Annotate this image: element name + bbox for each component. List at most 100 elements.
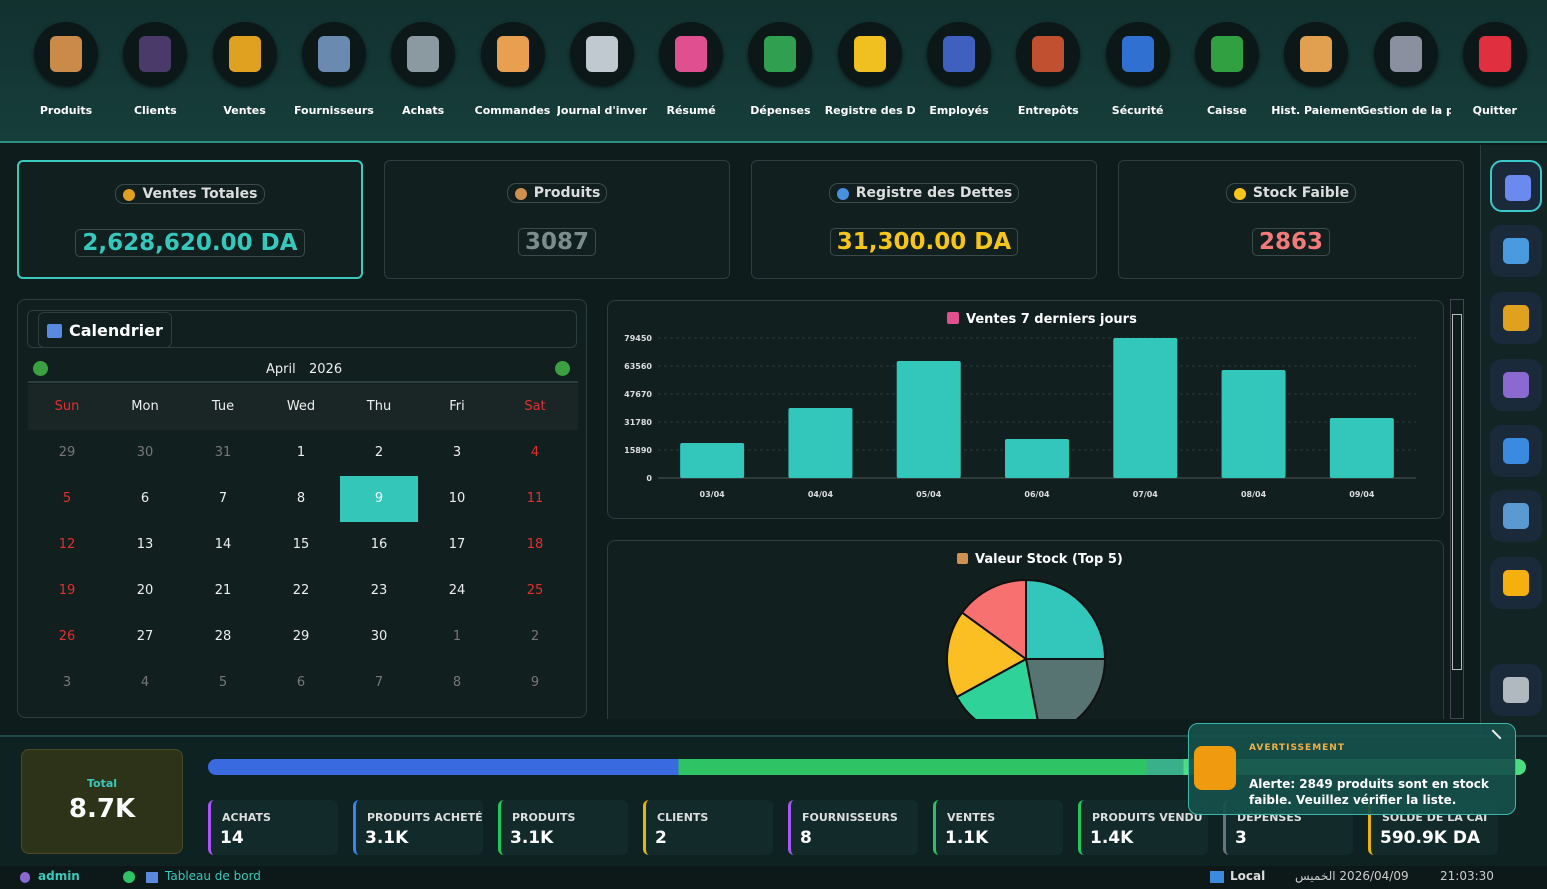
year[interactable]: 2026	[309, 362, 343, 377]
sidebar-icon	[1503, 372, 1529, 398]
toolbar-button[interactable]	[301, 22, 366, 86]
day-cell[interactable]: 8	[296, 491, 306, 506]
day-cell[interactable]: 2	[374, 445, 384, 460]
day-cell[interactable]: 25	[526, 583, 544, 598]
day-cell[interactable]: 6	[296, 675, 306, 690]
day-cell[interactable]: 27	[136, 629, 154, 644]
day-cell[interactable]: 16	[370, 537, 388, 552]
summary-card-value: 3.1K	[510, 828, 554, 848]
day-cell[interactable]: 17	[448, 537, 466, 552]
toolbar-button[interactable]	[123, 22, 188, 86]
toolbar-label[interactable]: Sécurité	[1111, 104, 1164, 117]
day-cell[interactable]: 8	[452, 675, 462, 690]
toolbar-button[interactable]	[480, 22, 545, 86]
day-cell[interactable]: 28	[214, 629, 232, 644]
day-cell[interactable]: 19	[58, 583, 76, 598]
day-cell[interactable]: 6	[140, 491, 150, 506]
toolbar-button[interactable]	[34, 22, 98, 86]
day-cell[interactable]: 22	[292, 583, 310, 598]
day-cell[interactable]: 13	[136, 537, 154, 552]
toolbar-label[interactable]: Gestion de la produ	[1360, 104, 1451, 117]
day-cell[interactable]: 23	[370, 583, 388, 598]
day-cell[interactable]: 14	[214, 537, 232, 552]
day-cell[interactable]: 1	[452, 629, 462, 644]
month[interactable]: April	[266, 362, 296, 377]
day-cell[interactable]: 3	[62, 675, 72, 690]
day-cell[interactable]: 29	[292, 629, 310, 644]
day-cell[interactable]: 5	[62, 491, 72, 506]
toolbar-label[interactable]: Dépenses	[750, 104, 811, 117]
prev-month[interactable]	[33, 361, 48, 376]
day-cell[interactable]: 11	[526, 491, 544, 506]
toolbar-button[interactable]	[748, 22, 813, 86]
day-cell[interactable]: 5	[218, 675, 228, 690]
toolbar-button[interactable]	[1284, 22, 1349, 86]
toolbar-button[interactable]	[837, 22, 902, 86]
pie-slice	[1025, 578, 1107, 660]
toolbar-label[interactable]: Quitter	[1472, 104, 1517, 117]
toolbar-button[interactable]	[927, 22, 991, 86]
day-cell[interactable]: 1	[296, 445, 306, 460]
toolbar-button[interactable]	[1373, 22, 1438, 86]
sidebar-button[interactable]	[1490, 664, 1542, 716]
day-cell[interactable]: 24	[448, 583, 466, 598]
sidebar-button[interactable]	[1490, 557, 1542, 609]
toolbar-button[interactable]	[659, 22, 724, 86]
toolbar-button[interactable]	[391, 22, 456, 86]
toolbar-button[interactable]	[212, 22, 277, 86]
sidebar-button[interactable]	[1490, 160, 1542, 212]
notification-close[interactable]	[1484, 729, 1502, 747]
day-cell[interactable]: 4	[530, 445, 540, 460]
day-cell[interactable]: 18	[526, 537, 544, 552]
sidebar-icon	[1503, 570, 1529, 596]
sidebar-button[interactable]	[1490, 490, 1542, 542]
toolbar-label[interactable]: Registre des Dette	[824, 104, 915, 117]
day-cell[interactable]: 30	[136, 445, 154, 460]
day-cell[interactable]: 10	[448, 491, 466, 506]
toolbar-label[interactable]: Journal d'inventa	[556, 104, 647, 117]
toolbar-label[interactable]: Clients	[133, 104, 177, 117]
day-cell[interactable]: 20	[136, 583, 154, 598]
day-cell[interactable]: 9	[530, 675, 540, 690]
toolbar-label[interactable]: Produits	[39, 104, 93, 117]
sidebar-button[interactable]	[1490, 292, 1542, 344]
next-month[interactable]	[555, 361, 570, 376]
day-cell[interactable]: 15	[292, 537, 310, 552]
chart-title: Ventes 7 derniers jours	[966, 312, 1137, 327]
summary-card: PRODUITS VENDU 1.4K	[1078, 800, 1208, 855]
day-cell[interactable]: 29	[58, 445, 76, 460]
toolbar-label[interactable]: Commandes	[474, 104, 551, 117]
mode: Local	[1230, 869, 1266, 883]
summary-card-label: PRODUITS ACHETÉ	[367, 811, 483, 824]
day-cell[interactable]: 12	[58, 537, 76, 552]
scrollbar-thumb[interactable]	[1452, 314, 1462, 670]
toolbar-label[interactable]: Caisse	[1206, 104, 1247, 117]
sidebar-button[interactable]	[1490, 225, 1542, 277]
toolbar-label[interactable]: Hist. Paiement	[1271, 104, 1362, 117]
summary-card-value: 8	[800, 828, 812, 848]
day-cell[interactable]: 9	[340, 476, 418, 522]
toolbar-label[interactable]: Ventes	[223, 104, 266, 117]
day-cell[interactable]: 7	[374, 675, 384, 690]
toolbar-label[interactable]: Achats	[402, 104, 445, 117]
day-cell[interactable]: 31	[214, 445, 232, 460]
sidebar-button[interactable]	[1490, 359, 1542, 411]
day-cell[interactable]: 26	[58, 629, 76, 644]
toolbar-button[interactable]	[569, 22, 634, 86]
day-cell[interactable]: 7	[218, 491, 228, 506]
toolbar-label[interactable]: Entrepôts	[1017, 104, 1079, 117]
toolbar-button[interactable]	[1462, 22, 1527, 86]
toolbar-label[interactable]: Fournisseurs	[293, 104, 374, 117]
stat-card-title: Produits	[385, 182, 729, 203]
toolbar-label[interactable]: Résumé	[666, 104, 716, 117]
day-cell[interactable]: 21	[214, 583, 232, 598]
day-cell[interactable]: 30	[370, 629, 388, 644]
toolbar-button[interactable]	[1016, 22, 1081, 86]
day-cell[interactable]: 3	[452, 445, 462, 460]
toolbar-button[interactable]	[1194, 22, 1259, 86]
toolbar-label[interactable]: Employés	[929, 104, 989, 117]
day-cell[interactable]: 2	[530, 629, 540, 644]
sidebar-button[interactable]	[1490, 425, 1542, 477]
day-cell[interactable]: 4	[140, 675, 150, 690]
toolbar-button[interactable]	[1105, 22, 1170, 86]
